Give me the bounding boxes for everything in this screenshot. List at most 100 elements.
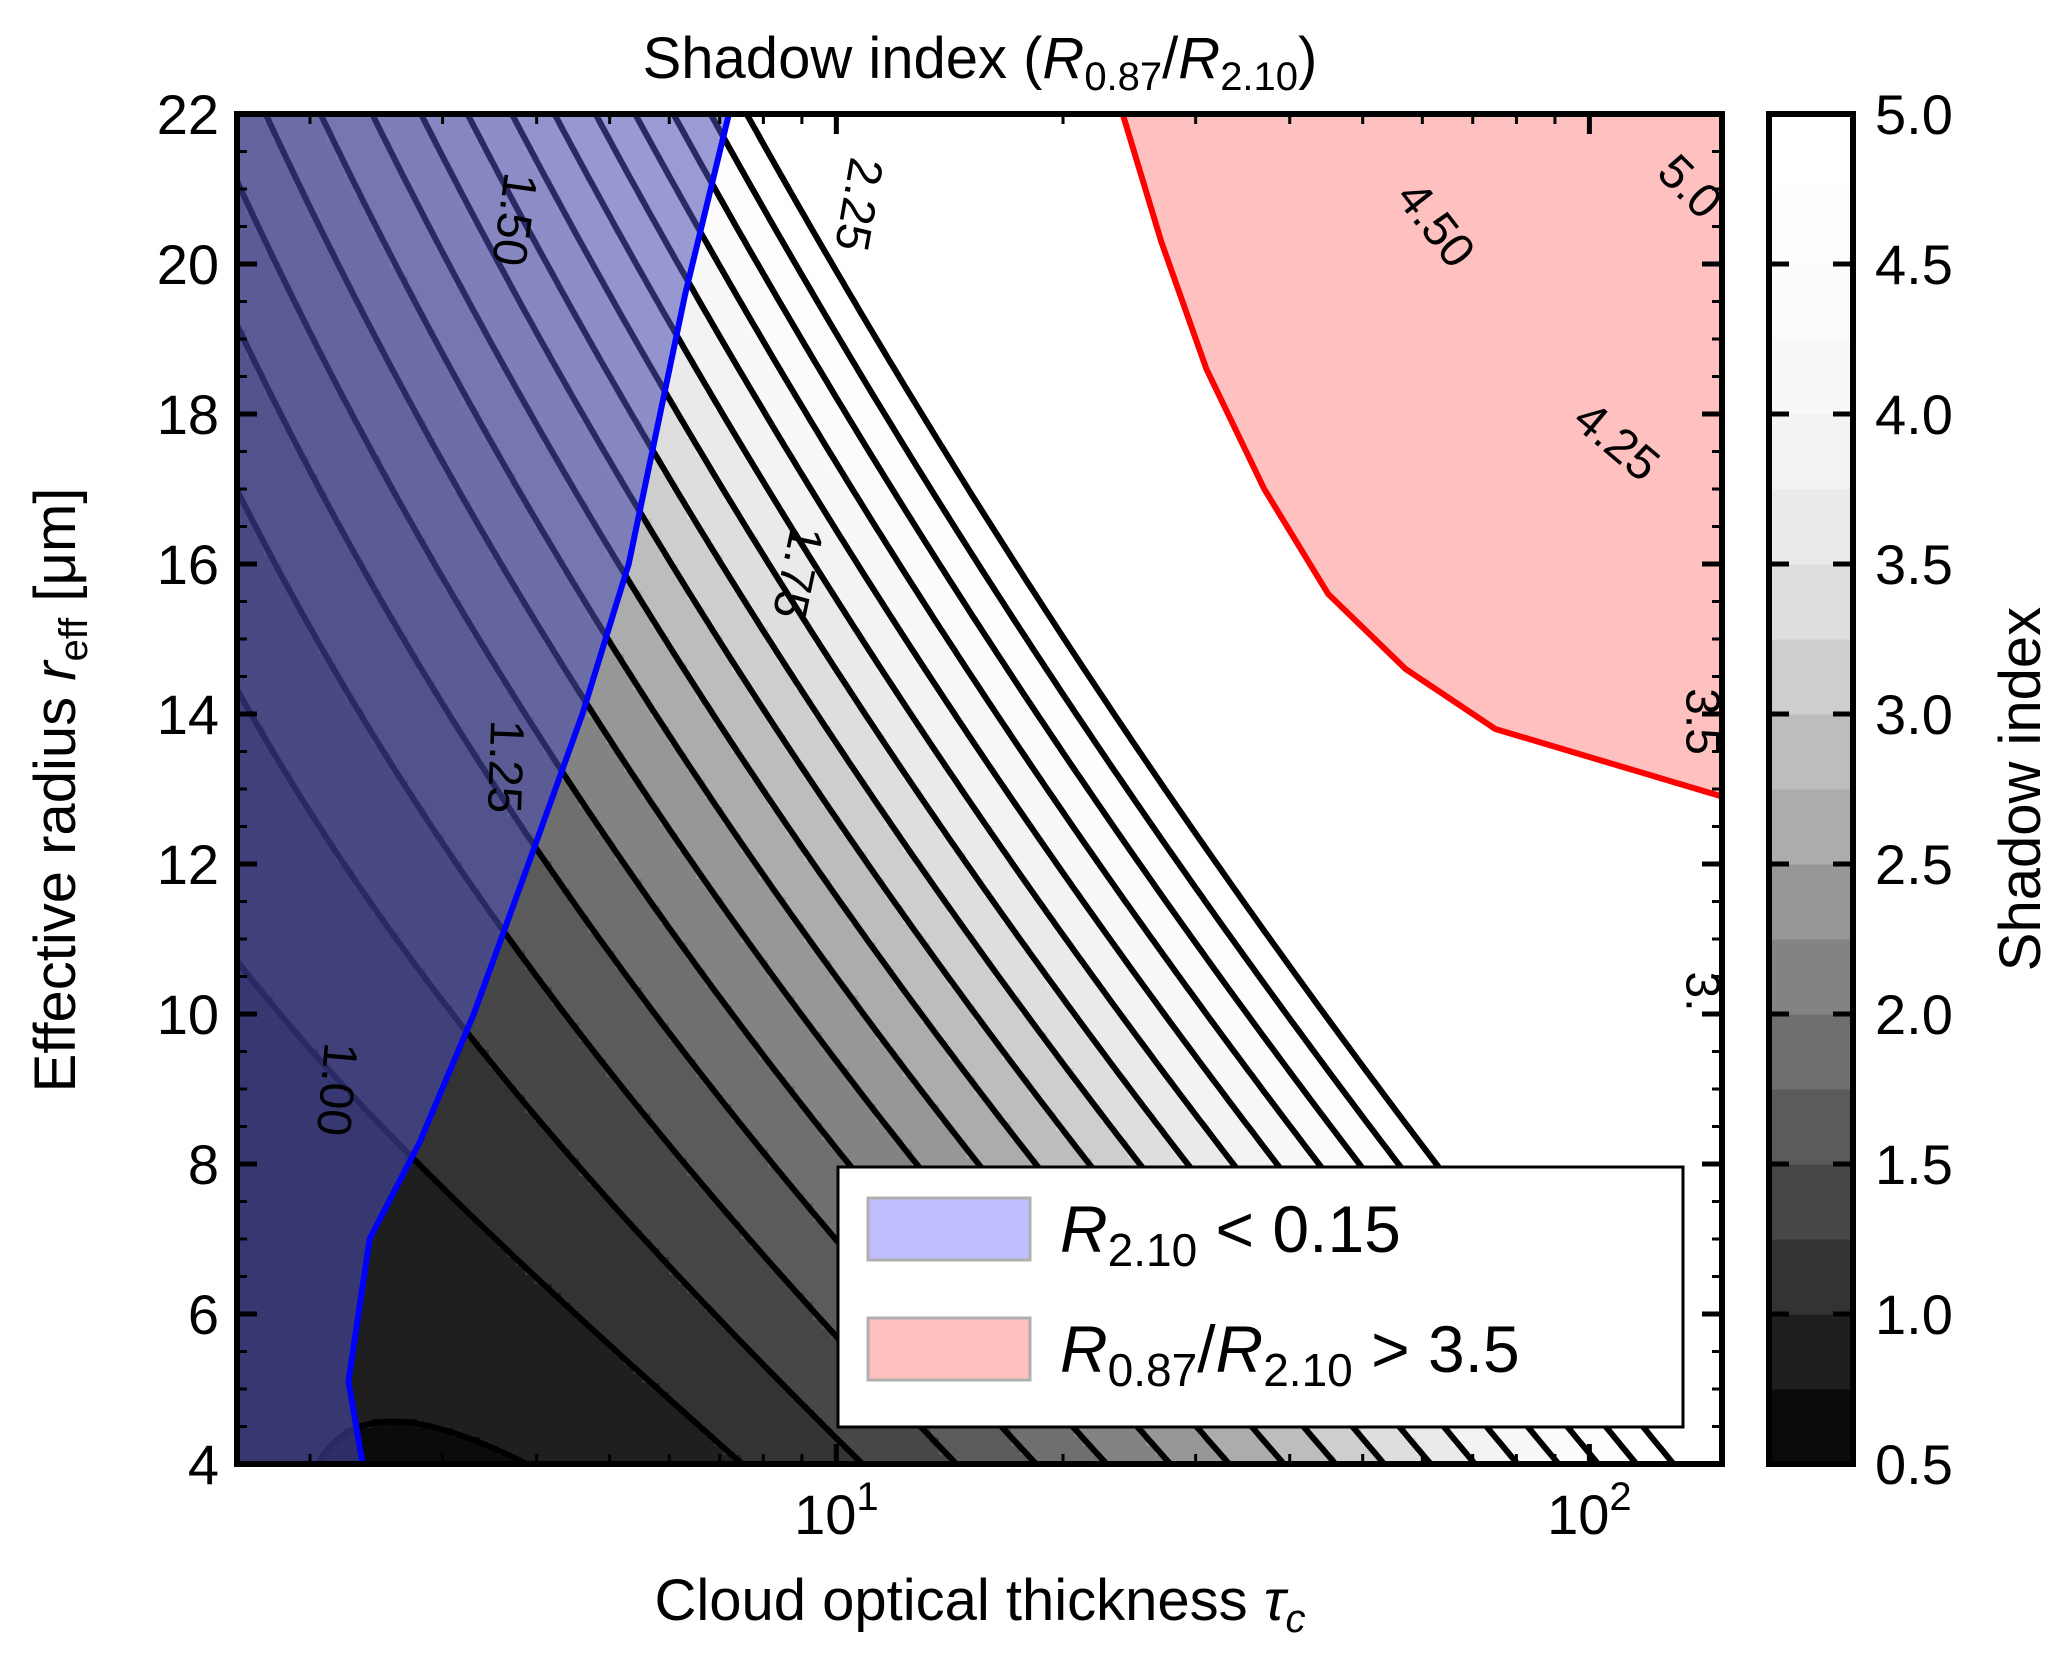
contour-fill-cell [453,1356,463,1366]
contour-fill-cell [417,1401,427,1411]
contour-fill-cell [516,960,526,970]
contour-fill-cell [471,1374,481,1384]
contour-fill-cell [444,1122,454,1132]
contour-fill-cell [516,1014,526,1024]
contour-fill-cell [507,1131,517,1141]
contour-fill-cell [426,1437,436,1447]
contour-fill-cell [453,1347,463,1357]
contour-fill-cell [525,1383,535,1393]
contour-fill-cell [435,1437,445,1447]
contour-fill-cell [435,1221,445,1231]
contour-fill-cell [381,1284,391,1294]
contour-fill-cell [516,1113,526,1123]
contour-fill-cell [399,1275,409,1285]
contour-fill-cell [525,1023,535,1033]
contour-fill-cell [453,1455,463,1464]
contour-fill-cell [507,1338,517,1348]
contour-fill-cell [480,1113,490,1123]
contour-fill-cell [390,1338,400,1348]
contour-fill-cell [471,1032,481,1042]
contour-fill-cell [516,1077,526,1087]
contour-fill-cell [516,1248,526,1258]
contour-fill-cell [489,1023,499,1033]
contour-fill-cell [462,1428,472,1438]
contour-fill-cell [408,1437,418,1447]
contour-fill-cell [372,1392,382,1402]
contour-fill-cell [507,1365,517,1375]
contour-fill-cell [435,1239,445,1249]
contour-fill-cell [435,1149,445,1159]
contour-fill-cell [417,1149,427,1159]
contour-fill-cell [507,1230,517,1240]
contour-fill-cell [417,1428,427,1438]
contour-fill-cell [489,1374,499,1384]
contour-fill-cell [498,1059,508,1069]
contour-fill-cell [507,1203,517,1213]
contour-fill-cell [489,1266,499,1276]
contour-fill-cell [444,1221,454,1231]
contour-fill-cell [525,870,535,880]
contour-fill-cell [381,1257,391,1267]
contour-fill-cell [435,1167,445,1177]
contour-fill-cell [444,1239,454,1249]
contour-fill-cell [489,1194,499,1204]
contour-fill-cell [453,1446,463,1456]
contour-fill-cell [480,1149,490,1159]
contour-fill-cell [525,1149,535,1159]
contour-fill-cell [435,1293,445,1303]
contour-fill-cell [516,1032,526,1042]
contour-fill-cell [381,1275,391,1285]
contour-fill-cell [525,1230,535,1240]
contour-fill-cell [363,1320,373,1330]
contour-fill-cell [480,1347,490,1357]
contour-fill-cell [354,1401,364,1411]
contour-fill-cell [426,1356,436,1366]
contour-fill-cell [444,1455,454,1464]
contour-fill-cell [498,1203,508,1213]
contour-fill-cell [480,1248,490,1258]
contour-fill-cell [417,1347,427,1357]
contour-fill-cell [480,1374,490,1384]
contour-fill-cell [516,1059,526,1069]
contour-fill-cell [462,1149,472,1159]
contour-fill-cell [525,1347,535,1357]
contour-fill-cell [426,1221,436,1231]
contour-fill-cell [471,1275,481,1285]
contour-fill-cell [363,1275,373,1285]
contour-fill-cell [462,1419,472,1429]
contour-fill-cell [408,1239,418,1249]
contour-fill-cell [408,1257,418,1267]
contour-fill-cell [507,1059,517,1069]
contour-fill-cell [426,1266,436,1276]
contour-fill-cell [489,1050,499,1060]
contour-fill-cell [372,1239,382,1249]
contour-fill-cell [498,1149,508,1159]
contour-fill-cell [507,1392,517,1402]
contour-fill-cell [381,1428,391,1438]
contour-fill-cell [525,1212,535,1222]
contour-fill-cell [435,1329,445,1339]
contour-fill-cell [417,1275,427,1285]
contour-fill-cell [435,1122,445,1132]
contour-fill-cell [408,1383,418,1393]
contour-fill-cell [381,1248,391,1258]
contour-fill-cell [507,1410,517,1420]
contour-fill-cell [471,1167,481,1177]
contour-fill-cell [489,1239,499,1249]
contour-fill-cell [390,1194,400,1204]
contour-fill-cell [390,1329,400,1339]
contour-fill-cell [444,1257,454,1267]
contour-fill-cell [363,1347,373,1357]
contour-fill-cell [489,1320,499,1330]
contour-fill-cell [525,1446,535,1456]
contour-fill-cell [471,1194,481,1204]
contour-fill-cell [498,1095,508,1105]
contour-fill-cell [453,1131,463,1141]
contour-fill-cell [399,1356,409,1366]
contour-fill-cell [408,1248,418,1258]
contour-fill-cell [471,1086,481,1096]
contour-fill-cell [507,1266,517,1276]
contour-fill-cell [381,1401,391,1411]
contour-fill-cell [399,1383,409,1393]
contour-fill-cell [381,1437,391,1447]
